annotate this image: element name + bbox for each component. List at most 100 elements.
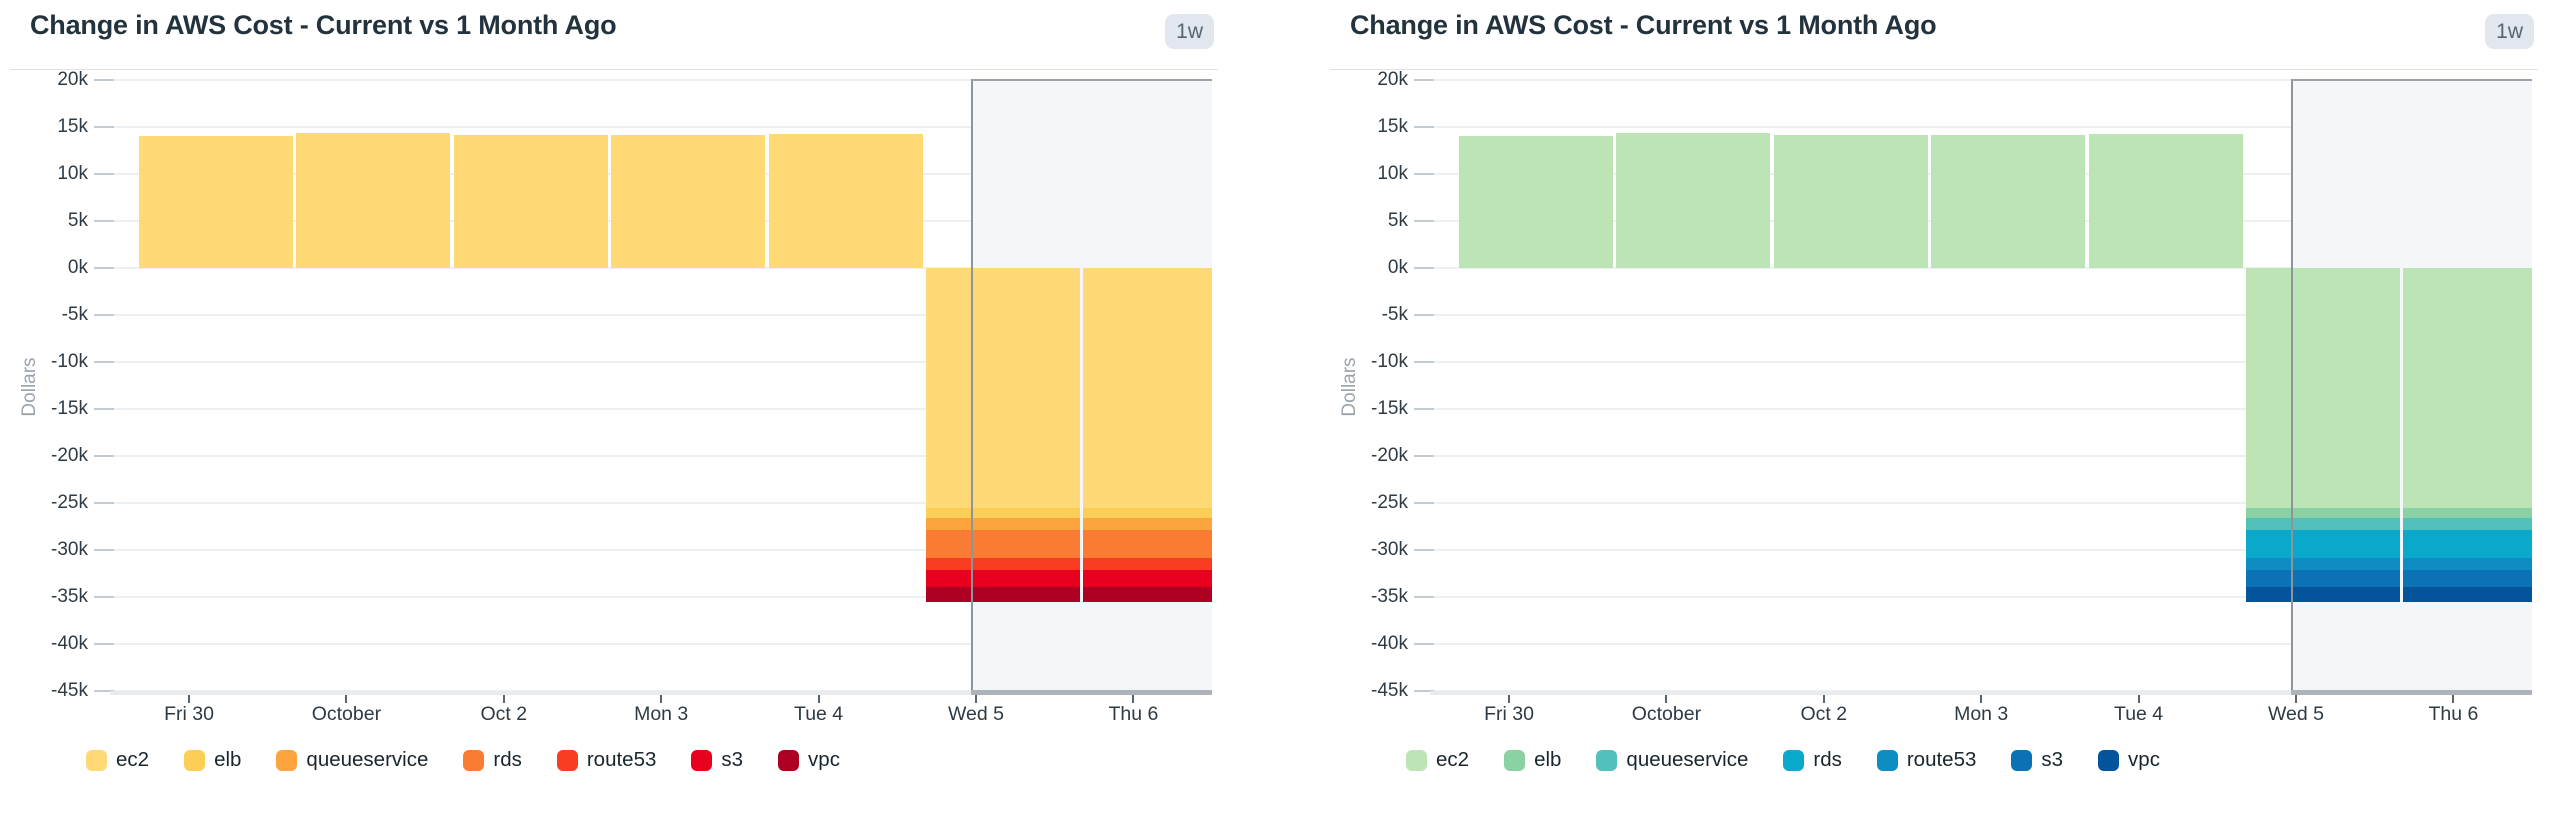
y-axis-title: Dollars	[1339, 357, 1360, 417]
y-axis-title: Dollars	[19, 357, 40, 417]
bar-segment-vpc[interactable]	[2246, 586, 2400, 602]
legend-item-s3[interactable]: s3	[2011, 748, 2063, 772]
bar-segment-s3[interactable]	[2403, 569, 2532, 587]
x-tick-mark	[1822, 694, 1825, 703]
highlight-region-bottom-border	[2291, 690, 2532, 695]
bar-segment-ec2[interactable]	[768, 133, 923, 268]
legend: ec2 elb queueservice rds route53 s3 vpc	[1406, 748, 2160, 772]
x-tick-label: Fri 30	[164, 703, 214, 725]
x-tick-mark	[1132, 694, 1135, 703]
bar-segment-s3[interactable]	[926, 569, 1080, 587]
gridline	[1430, 314, 2532, 316]
plot-area	[1430, 78, 2532, 695]
bar-segment-ec2[interactable]	[926, 268, 1080, 508]
bar-segment-elb[interactable]	[2403, 507, 2532, 518]
bar-segment-queueservice[interactable]	[926, 517, 1080, 530]
bar-segment-rds[interactable]	[926, 529, 1080, 558]
legend-item-ec2[interactable]: ec2	[1406, 748, 1469, 772]
bar-segment-rds[interactable]	[2403, 529, 2532, 558]
legend-item-ec2[interactable]: ec2	[86, 748, 149, 772]
bar-segment-ec2[interactable]	[1773, 134, 1928, 268]
y-tick-label: 5k	[1387, 210, 1408, 231]
bar-segment-queueservice[interactable]	[2246, 517, 2400, 530]
legend-swatch-vpc-icon	[2098, 749, 2120, 771]
bar-segment-ec2[interactable]	[453, 134, 608, 268]
bar-segment-vpc[interactable]	[926, 586, 1080, 602]
x-tick-mark	[188, 694, 190, 703]
bar-segment-ec2[interactable]	[139, 136, 293, 268]
gridline	[110, 502, 1212, 504]
y-tick-label: -5k	[1381, 304, 1408, 325]
panel-divider	[1330, 69, 2538, 70]
legend-label: elb	[1534, 748, 1562, 771]
y-tick-label: 20k	[57, 69, 88, 90]
bar-segment-queueservice[interactable]	[2403, 517, 2532, 530]
bar-segment-ec2[interactable]	[1083, 268, 1212, 508]
x-tick-mark	[975, 694, 977, 703]
gridline	[1430, 126, 2532, 128]
legend-item-route53[interactable]: route53	[556, 748, 657, 772]
x-tick-label: Thu 6	[2428, 703, 2479, 725]
bar-segment-ec2[interactable]	[2403, 268, 2532, 508]
bar-segment-vpc[interactable]	[1083, 586, 1212, 602]
bar-segment-ec2[interactable]	[1459, 136, 1613, 268]
bar-segment-ec2[interactable]	[611, 134, 766, 268]
gridline	[110, 408, 1212, 410]
bar-segment-s3[interactable]	[1083, 569, 1212, 587]
legend-item-elb[interactable]: elb	[184, 748, 241, 772]
x-tick-label: October	[311, 703, 382, 725]
gridline	[110, 79, 1212, 81]
bar-segment-queueservice[interactable]	[1083, 517, 1212, 530]
panel-title: Change in AWS Cost - Current vs 1 Month …	[1350, 10, 1937, 40]
legend-label: ec2	[116, 748, 150, 771]
bar-segment-rds[interactable]	[1083, 529, 1212, 558]
legend-item-vpc[interactable]: vpc	[2098, 748, 2160, 772]
legend-swatch-ec2-icon	[1406, 749, 1427, 771]
bar-segment-s3[interactable]	[2246, 569, 2400, 587]
y-tick-label: 10k	[1377, 163, 1408, 184]
bar-segment-route53[interactable]	[2246, 557, 2400, 570]
x-tick-label: Oct 2	[480, 703, 528, 725]
legend-item-queueservice[interactable]: queueservice	[276, 748, 428, 772]
legend-item-route53[interactable]: route53	[1876, 748, 1976, 772]
legend-swatch-elb-icon	[184, 749, 206, 771]
highlight-region-border	[971, 79, 1212, 690]
bar-segment-elb[interactable]	[2246, 507, 2400, 518]
bar-segment-route53[interactable]	[2403, 557, 2532, 570]
bar-segment-rds[interactable]	[2246, 529, 2400, 558]
bar-segment-route53[interactable]	[926, 557, 1080, 570]
legend-item-queueservice[interactable]: queueservice	[1596, 748, 1748, 772]
legend-label: route53	[586, 748, 657, 771]
legend-item-elb[interactable]: elb	[1504, 748, 1561, 772]
bar-segment-ec2[interactable]	[2088, 133, 2243, 268]
bar-segment-elb[interactable]	[1083, 507, 1212, 518]
legend-swatch-s3-icon	[2011, 749, 2033, 771]
gridline	[110, 361, 1212, 363]
highlight-region-bottom-border	[971, 690, 1212, 695]
gridline	[110, 643, 1212, 645]
gridline	[1430, 79, 2532, 81]
gridline	[1430, 596, 2532, 598]
legend-item-rds[interactable]: rds	[1783, 748, 1842, 772]
legend-swatch-route53-icon	[556, 749, 578, 771]
legend-label: elb	[214, 748, 242, 771]
y-tick-label: -15k	[51, 398, 88, 419]
gridline	[1430, 267, 2532, 269]
legend-item-rds[interactable]: rds	[463, 748, 522, 772]
bar-segment-ec2[interactable]	[1931, 134, 2086, 268]
legend-item-s3[interactable]: s3	[691, 748, 743, 772]
bar-segment-ec2[interactable]	[296, 133, 451, 268]
bar-segment-ec2[interactable]	[2246, 268, 2400, 508]
bar-segment-ec2[interactable]	[1616, 133, 1771, 268]
panel-title: Change in AWS Cost - Current vs 1 Month …	[30, 10, 617, 40]
x-tick-mark	[817, 694, 820, 703]
legend-label: ec2	[1436, 748, 1470, 771]
bar-segment-elb[interactable]	[926, 507, 1080, 518]
bar-segment-route53[interactable]	[1083, 557, 1212, 570]
legend-label: vpc	[2128, 748, 2160, 771]
x-tick-label: Wed 5	[947, 703, 1004, 725]
legend-item-vpc[interactable]: vpc	[778, 748, 840, 772]
bar-segment-vpc[interactable]	[2403, 586, 2532, 602]
y-tick-label: 15k	[1377, 116, 1408, 137]
legend-label: queueservice	[306, 748, 429, 771]
